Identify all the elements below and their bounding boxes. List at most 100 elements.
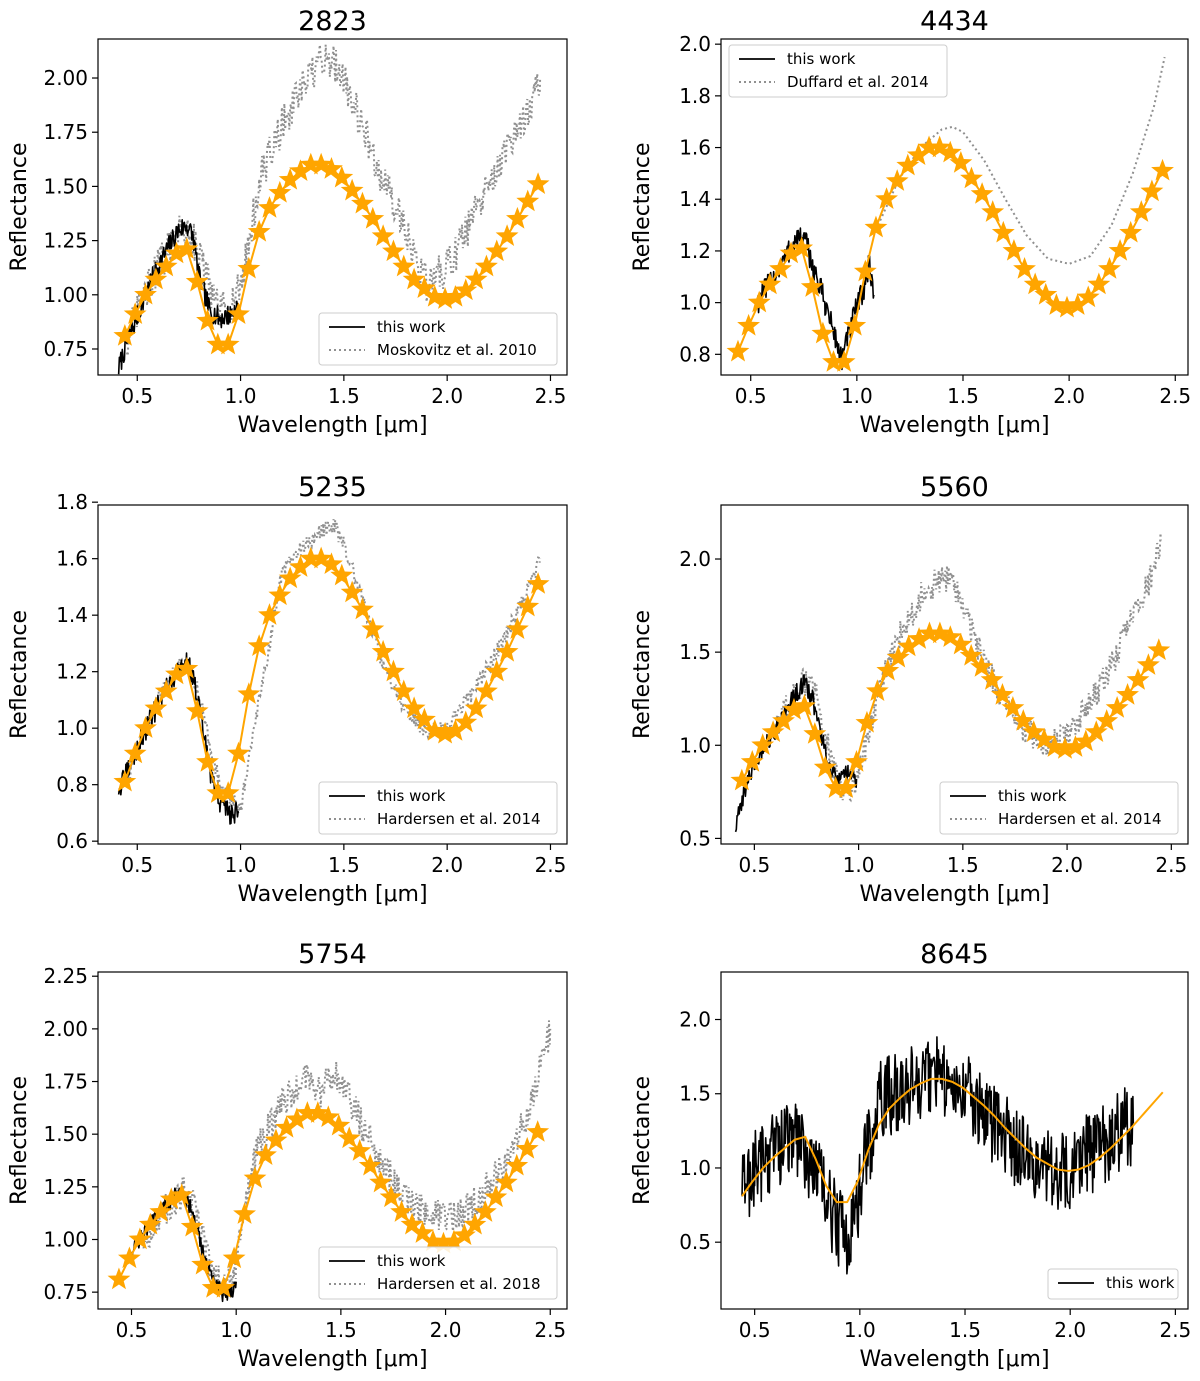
legend-label: Hardersen et al. 2014 [377,810,541,828]
model-star-marker [1011,709,1035,731]
plot-area [113,519,550,825]
model-star-marker [278,566,302,589]
model-star-marker [506,206,529,229]
model-star-marker [340,580,364,603]
model-star-marker [463,1212,487,1235]
x-tick-label: 0.5 [735,384,767,408]
model-star-marker [165,662,188,685]
series-moskovitz-et-al-2010 [125,44,542,357]
y-tick-label: 1.25 [43,1175,88,1199]
legend-box [318,312,558,366]
chart-title: 5235 [298,472,367,503]
y-tick-label: 0.6 [56,829,88,853]
model-star-marker [227,741,250,764]
model-star-marker [1098,257,1121,279]
model-star-marker [237,682,261,704]
model-star-marker [340,178,364,201]
model-star-marker [515,1136,539,1159]
x-tick-label: 0.5 [121,853,153,877]
model-star-marker [1055,295,1079,318]
x-tick-label: 1.5 [325,1318,357,1342]
model-star-marker [516,594,540,617]
model-star-marker [516,189,540,212]
model-star-marker [289,159,312,181]
model-star-marker [938,140,962,163]
plot-area [107,1020,552,1303]
model-star-marker [107,1267,131,1290]
model-star-marker [928,135,952,158]
y-tick-label: 1.5 [679,1082,711,1106]
x-tick-label: 2.0 [1053,384,1085,408]
model-star-marker [128,1227,152,1250]
model-star-marker [875,187,898,209]
y-tick-label: 1.50 [43,1122,88,1146]
legend-label: Moskovitz et al. 2010 [377,341,537,359]
x-tick-label: 1.5 [328,853,360,877]
series-duffard-et-al-2014 [877,56,1166,265]
y-tick-label: 2.0 [679,1008,711,1032]
model-star-marker [138,1212,162,1235]
y-tick-label: 1.6 [56,547,88,571]
model-star-marker [170,1183,194,1205]
model-star-marker [330,165,354,188]
x-axis-label: Wavelength [μm] [859,413,1049,438]
model-star-marker [822,350,845,372]
model-star-marker [494,1170,518,1193]
model-star-marker [165,241,188,264]
model-star-marker [761,720,785,742]
y-tick-label: 1.2 [679,239,711,263]
model-star-marker [959,643,983,666]
panel-5235: 0.5 1.0 1.5 2.0 2.5 0.6 0.8 1.0 1.2 1.4 1.6 1.8 5235… [7,472,568,907]
model-star-marker [196,308,219,331]
x-tick-label: 2.0 [430,1318,462,1342]
model-star-marker [1087,272,1111,295]
model-star-marker [917,135,941,158]
model-star-marker [1129,200,1153,222]
chart-title: 5754 [298,939,367,970]
y-tick-label: 1.75 [43,1070,88,1094]
panel-5754: 0.5 1.0 1.5 2.0 2.5 0.75 1.00 1.25 1.50 1.75 2.00 2… [7,939,568,1372]
axes-frame [97,971,568,1310]
model-star-marker [423,719,447,741]
legend-label: this work [377,1252,446,1270]
y-tick-label: 1.25 [43,229,88,253]
model-star-marker [1147,638,1171,660]
model-star-marker [949,632,973,655]
model-star-marker [834,776,858,798]
legend: this work Hardersen et al. 2014 [939,781,1179,835]
model-star-marker [1095,709,1119,731]
x-tick-label: 1.0 [225,853,257,877]
model-star-marker [740,750,764,772]
y-tick-label: 2.0 [679,32,711,56]
legend: this work Duffard et al. 2014 [728,44,948,98]
model-star-marker [485,659,509,682]
x-tick-label: 1.0 [225,384,257,408]
model-star-marker [896,153,920,176]
axes-frame [720,971,1189,1310]
model-star-marker [191,1252,215,1275]
chart-title: 5560 [920,472,989,503]
model-star-marker [337,1126,361,1149]
legend: this work Hardersen et al. 2014 [318,781,558,835]
model-star-marker [475,254,498,277]
model-star-marker [247,634,271,656]
model-star-marker [402,267,426,290]
model-star-marker [792,694,816,716]
model-star-marker [371,639,395,662]
x-tick-label: 2.5 [1155,853,1187,877]
model-star-marker [897,634,921,657]
model-star-marker [149,1200,173,1222]
plot-area [726,56,1174,372]
y-tick-label: 1.0 [679,733,711,757]
model-star-marker [886,645,910,668]
model-star-marker [264,1128,288,1151]
model-star-marker [358,1153,382,1176]
x-tick-label: 2.5 [535,384,567,408]
model-star-marker [243,1166,267,1189]
model-star-marker [454,278,478,301]
y-tick-label: 1.50 [43,174,88,198]
model-star-marker [275,1115,298,1138]
model-star-marker [382,659,405,682]
legend-label: this work [998,787,1067,805]
x-axis-label: Wavelength [μm] [859,1347,1049,1372]
